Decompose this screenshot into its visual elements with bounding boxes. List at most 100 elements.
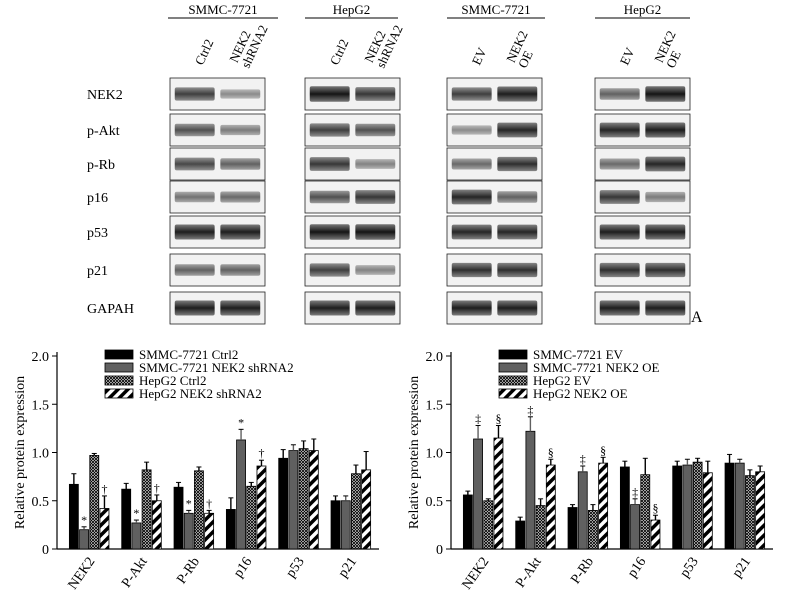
bar — [598, 462, 609, 550]
legend-label: HepG2 NEK2 OE — [533, 386, 628, 401]
blot-strip — [169, 180, 266, 214]
legend-swatch — [104, 349, 134, 360]
blot-lane-label: EV — [469, 45, 490, 68]
blot-lane-label: NEK2shRNA2 — [226, 17, 271, 70]
blot-row-label: NEK2 — [87, 88, 123, 103]
bar — [308, 450, 319, 550]
blot-strip — [304, 180, 401, 214]
y-tick-label: 0.5 — [426, 495, 444, 510]
panel-a-label: A — [691, 309, 703, 326]
western-blot-panel: NEK2 p-Akt p-Rb p16 p53 p21 GAPAH SMMC-7721 Ctrl… — [87, 2, 691, 325]
blot-band — [645, 122, 686, 138]
blot-strip — [304, 291, 401, 325]
bar — [515, 520, 526, 550]
blot-band — [645, 300, 686, 316]
blot-strip — [594, 147, 691, 181]
y-tick-label: 1.0 — [426, 447, 444, 462]
blot-band — [309, 300, 350, 316]
blot-band — [599, 300, 640, 316]
blot-strip — [169, 113, 266, 147]
x-category-label: P-Akt — [119, 555, 151, 590]
significance-mark: ‡ — [475, 411, 481, 425]
blot-band — [309, 190, 350, 204]
blot-band — [451, 87, 492, 101]
blot-cell-line-label: HepG2 — [333, 2, 371, 17]
legend-swatch — [104, 388, 134, 399]
y-tick-label: 2.0 — [32, 350, 50, 365]
blot-band — [451, 262, 492, 278]
bar-chart-overexpression: 0 0.5 1.0 1.5 2.0 Relative protein expression… — [407, 347, 773, 590]
significance-mark: § — [495, 411, 501, 425]
blot-row-label: p21 — [87, 264, 108, 279]
legend-label: HepG2 NEK2 shRNA2 — [139, 386, 262, 401]
blot-band — [355, 159, 396, 169]
legend-swatch — [104, 362, 134, 373]
y-tick-label: 0 — [436, 543, 443, 558]
blot-band — [174, 300, 215, 316]
blot-cell-line-label: SMMC-7721 — [461, 2, 530, 17]
blot-row-label: p16 — [87, 191, 108, 206]
blot-band — [220, 158, 261, 170]
bar — [99, 508, 110, 550]
x-category-label: P-Akt — [513, 555, 545, 590]
blot-strip — [304, 77, 401, 111]
blot-band — [497, 156, 538, 172]
significance-mark: † — [154, 481, 160, 495]
significance-mark: § — [548, 445, 554, 459]
blot-band — [220, 224, 261, 240]
blot-band — [174, 87, 215, 101]
significance-mark: ‡ — [580, 452, 586, 466]
legend-swatch — [104, 375, 134, 386]
blot-band — [355, 300, 396, 316]
blot-strip — [169, 253, 266, 287]
bar — [588, 509, 598, 550]
blot-row-label: p-Akt — [87, 124, 120, 139]
blot-band — [309, 86, 350, 102]
blot-row-label: GAPAH — [87, 302, 134, 317]
bar — [650, 519, 661, 550]
bar — [351, 473, 361, 550]
bar — [462, 494, 473, 550]
blot-band — [645, 86, 686, 102]
blot-strip — [446, 113, 543, 147]
blot-lane-label: EV — [617, 45, 638, 68]
significance-mark: § — [652, 501, 658, 515]
y-tick-label: 0 — [42, 543, 49, 558]
blot-band — [220, 264, 261, 276]
bar — [183, 512, 194, 550]
y-tick-label: 2.0 — [426, 350, 444, 365]
x-category-label: p53 — [677, 555, 701, 581]
blot-band — [220, 89, 261, 99]
x-category-label: p21 — [336, 555, 360, 581]
blot-band — [220, 124, 261, 136]
bar — [288, 450, 299, 550]
bar — [278, 457, 289, 550]
blot-band — [645, 262, 686, 278]
blot-band — [497, 300, 538, 316]
bar — [745, 475, 755, 550]
bar — [298, 448, 309, 550]
significance-mark: † — [206, 496, 212, 510]
significance-mark: § — [600, 443, 606, 457]
bar — [68, 483, 79, 550]
legend-label: SMMC-7721 EV — [533, 347, 624, 362]
x-category-label: NEK2 — [460, 555, 493, 590]
bar — [640, 474, 651, 550]
y-axis-title: Relative protein expression — [13, 376, 28, 529]
blot-strip — [304, 215, 401, 249]
legend-swatch — [498, 375, 528, 386]
blot-band — [174, 191, 215, 203]
x-category-label: p16 — [231, 555, 255, 581]
bar — [692, 461, 703, 550]
legend-label: HepG2 Ctrl2 — [139, 373, 207, 388]
bar — [755, 471, 766, 550]
x-category-label: p21 — [730, 555, 754, 581]
y-tick-label: 1.0 — [32, 447, 50, 462]
blot-strip — [594, 291, 691, 325]
blot-lane-label-line: OE — [515, 48, 536, 70]
blot-lane-label-line: Ctrl2 — [192, 37, 217, 68]
bar — [545, 464, 556, 550]
legend-label: SMMC-7721 Ctrl2 — [139, 347, 238, 362]
bar — [236, 439, 246, 550]
